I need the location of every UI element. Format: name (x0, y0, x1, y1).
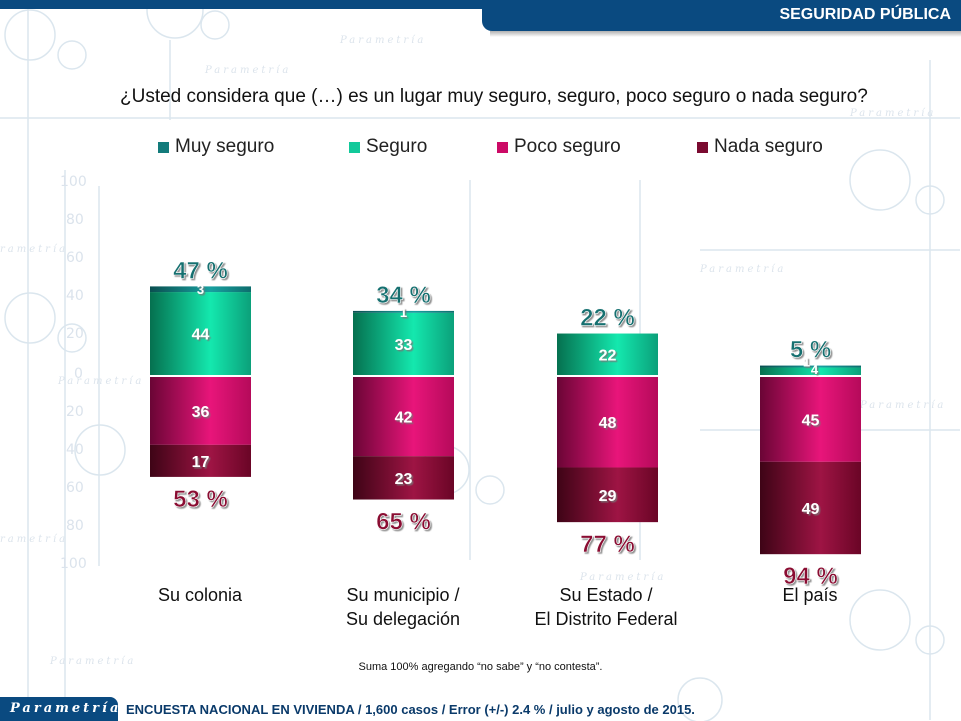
segment-label: 44 (192, 327, 210, 344)
legend-swatch (349, 141, 360, 153)
legend-item-muy-seguro: Muy seguro (158, 136, 274, 158)
zero-separator (150, 375, 251, 377)
svg-text:60: 60 (66, 480, 84, 496)
svg-text:100: 100 (60, 174, 87, 190)
svg-text:Parametría: Parametría (204, 65, 291, 76)
total-positive-label: 34 % (376, 282, 431, 309)
svg-text:Parametría: Parametría (49, 656, 136, 667)
svg-text:rametría: rametría (0, 534, 68, 545)
legend-label: Poco seguro (514, 136, 621, 157)
total-positive-label: 5 % (790, 337, 831, 364)
bar-poco-seguro-su-colonia (150, 377, 251, 445)
svg-text:80: 80 (66, 212, 84, 228)
zero-separator (557, 375, 658, 377)
bar-poco-seguro-el-pa-s (760, 377, 861, 462)
chart-legend: Muy seguro Seguro Poco seguro Nada segur… (0, 136, 961, 160)
bar-muy-seguro-el-pa-s (760, 365, 861, 368)
segment-label: 42 (395, 410, 413, 427)
legend-item-nada-seguro: Nada seguro (697, 136, 823, 158)
total-negative-label: 77 % (580, 531, 635, 558)
total-negative-label: 65 % (376, 509, 431, 536)
segment-label: 45 (802, 412, 820, 429)
category-label-line: Su delegación (345, 609, 461, 629)
svg-text:40: 40 (66, 288, 84, 304)
legend-item-seguro: Seguro (349, 136, 427, 158)
category-label-el-pais: El país (690, 583, 930, 607)
footnote: Suma 100% agregando “no sabe” y “no cont… (358, 661, 603, 673)
legend-swatch (697, 141, 708, 153)
bar-muy-seguro-su-municipio-su-delegaci-n (353, 310, 454, 313)
segment-label: 1 (803, 354, 810, 369)
svg-text:60: 60 (66, 250, 84, 266)
segment-label: 1 (400, 305, 407, 320)
header-shadow (490, 31, 961, 37)
svg-text:20: 20 (66, 326, 84, 342)
category-label-line: El país (782, 585, 838, 605)
bar-muy-seguro-su-colonia (150, 286, 251, 293)
parametria-logo: Parametría (0, 697, 118, 721)
header-bar: SEGURIDAD PÚBLICA (482, 0, 961, 31)
segment-label: 3 (197, 282, 204, 297)
segment-label: 4 (811, 362, 819, 377)
segment-label: 29 (599, 488, 617, 505)
legend-swatch (497, 141, 508, 153)
category-label-su-estado: Su Estado / El Distrito Federal (486, 583, 726, 631)
bar-poco-seguro-su-estado-el-distrito-federal (557, 377, 658, 468)
svg-text:Parametría: Parametría (849, 108, 936, 119)
svg-text:40: 40 (66, 442, 84, 458)
legend-label: Seguro (366, 136, 428, 157)
segment-label: 48 (599, 415, 617, 432)
total-negative-label: 94 % (783, 563, 838, 590)
category-label-su-colonia: Su colonia (80, 583, 320, 607)
category-label-line: Su Estado / (559, 585, 653, 605)
survey-methodology: ENCUESTA NACIONAL EN VIVIENDA / 1,600 ca… (126, 702, 695, 717)
top-strip (0, 0, 482, 9)
segment-label: 36 (192, 404, 210, 421)
segment-label: 23 (395, 471, 413, 488)
svg-text:rametría: rametría (0, 244, 68, 255)
svg-text:100: 100 (60, 556, 87, 572)
total-positive-label: 22 % (580, 305, 635, 332)
bar-seguro-el-pa-s (760, 367, 861, 375)
bar-seguro-su-municipio-su-delegaci-n (353, 312, 454, 375)
section-title: SEGURIDAD PÚBLICA (779, 6, 951, 23)
svg-text:Parametría: Parametría (859, 400, 946, 411)
segment-label: 33 (395, 337, 413, 354)
svg-text:Parametría: Parametría (57, 376, 144, 387)
segment-label: 17 (192, 454, 210, 471)
survey-question: ¿Usted considera que (…) es un lugar muy… (120, 86, 868, 107)
bar-nada-seguro-su-estado-el-distrito-federal (557, 467, 658, 523)
svg-text:Parametría: Parametría (579, 572, 666, 583)
legend-label: Nada seguro (714, 136, 823, 157)
total-negative-label: 53 % (173, 486, 228, 513)
bar-nada-seguro-el-pa-s (760, 461, 861, 555)
segment-label: 22 (599, 347, 617, 364)
total-positive-label: 47 % (173, 257, 228, 284)
svg-text:Parametría: Parametría (699, 264, 786, 275)
svg-text:80: 80 (66, 518, 84, 534)
bar-seguro-su-estado-el-distrito-federal (557, 333, 658, 375)
zero-separator (760, 375, 861, 377)
svg-text:0: 0 (74, 366, 83, 382)
category-label-line: Su colonia (157, 585, 243, 605)
svg-text:Parametría: Parametría (339, 35, 426, 46)
bar-nada-seguro-su-municipio-su-delegaci-n (353, 456, 454, 500)
segment-label: 49 (802, 501, 820, 518)
category-label-line: El Distrito Federal (534, 609, 678, 629)
bar-poco-seguro-su-municipio-su-delegaci-n (353, 377, 454, 457)
bar-nada-seguro-su-colonia (150, 444, 251, 477)
zero-separator (353, 375, 454, 377)
category-label-su-municipio: Su municipio / Su delegación (283, 583, 523, 631)
legend-label: Muy seguro (175, 136, 275, 157)
legend-item-poco-seguro: Poco seguro (497, 136, 621, 158)
svg-text:20: 20 (66, 404, 84, 420)
legend-swatch (158, 141, 169, 153)
bar-seguro-su-colonia (150, 292, 251, 375)
category-label-line: Su municipio / (346, 585, 460, 605)
